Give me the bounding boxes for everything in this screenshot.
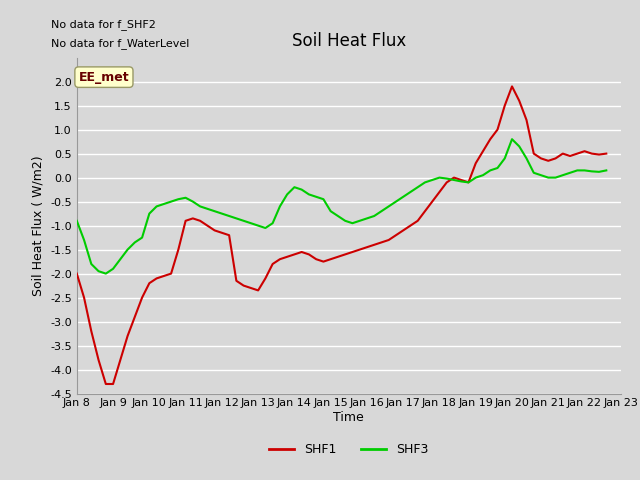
SHF3 [189,199,196,204]
SHF1 [102,381,109,387]
Title: Soil Heat Flux: Soil Heat Flux [292,33,406,50]
SHF3 [566,170,574,176]
SHF3 [254,223,262,228]
Y-axis label: Soil Heat Flux ( W/m2): Soil Heat Flux ( W/m2) [31,156,45,296]
Line: SHF3: SHF3 [77,139,606,274]
SHF1 [196,218,204,224]
SHF1 [371,242,378,248]
SHF3 [602,168,610,173]
SHF1 [189,216,196,221]
Line: SHF1: SHF1 [77,86,606,384]
SHF1 [508,84,516,89]
SHF1 [566,153,574,159]
Legend: SHF1, SHF3: SHF1, SHF3 [264,438,434,461]
SHF3 [508,136,516,142]
SHF3 [102,271,109,276]
SHF3 [378,208,385,214]
SHF1 [378,240,385,245]
SHF3 [73,218,81,224]
Text: No data for f_WaterLevel: No data for f_WaterLevel [51,38,189,49]
SHF3 [371,213,378,219]
SHF3 [196,204,204,209]
Text: EE_met: EE_met [79,71,129,84]
SHF1 [73,271,81,276]
SHF1 [602,151,610,156]
Text: No data for f_SHF2: No data for f_SHF2 [51,19,156,30]
SHF1 [254,288,262,293]
X-axis label: Time: Time [333,411,364,424]
